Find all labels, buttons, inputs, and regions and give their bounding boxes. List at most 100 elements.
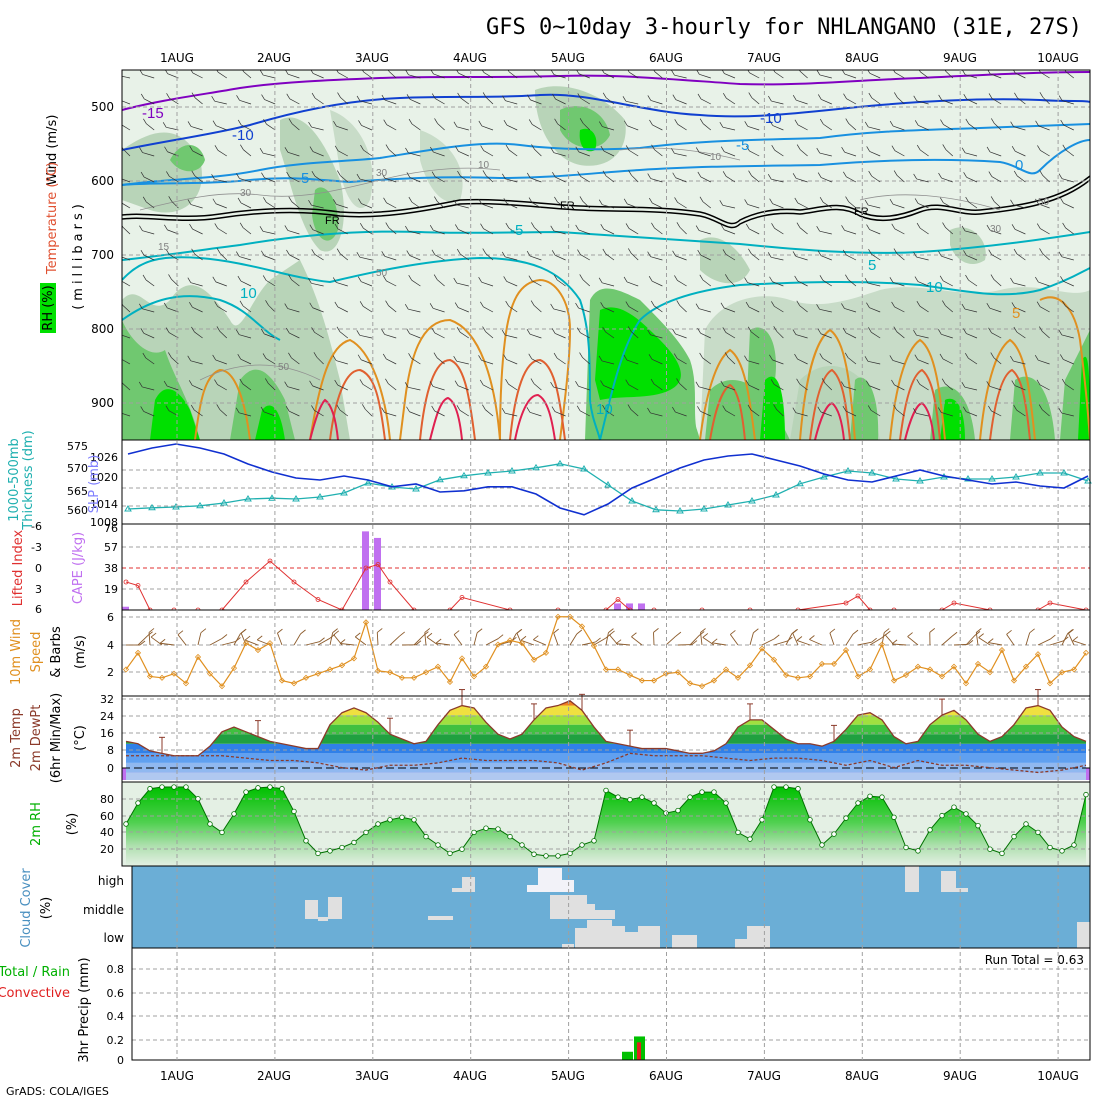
wind-barb-tick [844, 352, 849, 358]
wind-barb [868, 204, 881, 209]
wind-barb-tick [794, 197, 799, 204]
wind-barb-tick [672, 328, 676, 335]
wind-barb-tick [453, 121, 458, 128]
wind-barb [122, 227, 131, 235]
wind-barb-tick [745, 223, 750, 230]
wind-barb [122, 334, 131, 339]
svg-text:(6hr Min/Max): (6hr Min/Max) [49, 693, 64, 783]
wind-barb-tick [332, 355, 337, 361]
wind10-barb [520, 639, 535, 646]
wind-barb [287, 386, 300, 391]
wind-barb [1016, 331, 1026, 339]
wind-barb [408, 386, 421, 391]
wind-barb [654, 227, 663, 235]
wind-barb-tick [433, 274, 438, 280]
wind-barb [677, 280, 687, 287]
wind-barb [481, 203, 494, 209]
wind-barb [217, 228, 227, 235]
cape-bar [362, 531, 369, 610]
wind-barb [820, 411, 832, 417]
wind-barb-tick [212, 276, 217, 283]
wind-barb [723, 229, 736, 235]
wind10-barb [988, 642, 1003, 646]
wind-barb [386, 124, 397, 131]
wind-barb [795, 334, 808, 339]
wind-barb [675, 177, 687, 183]
wind-barb-tick [453, 199, 458, 206]
wind-barb-tick [988, 171, 993, 177]
wind-barb-tick [817, 406, 822, 413]
wind-barb [945, 149, 954, 157]
pressure-tick: 500 [91, 100, 114, 114]
wind10-barb [978, 637, 991, 646]
wind10-point [914, 663, 922, 670]
thickness-point [124, 505, 132, 512]
temp-minmax-ticks [159, 689, 1041, 754]
wind-barb-tick [457, 92, 461, 99]
wind10-barb-tick [277, 628, 283, 634]
wind-barb [530, 99, 542, 105]
svg-text:RH (%): RH (%) [41, 285, 56, 330]
rh2m-point [411, 817, 417, 823]
wind-barb [582, 279, 591, 287]
svg-text:Temperature (°C): Temperature (°C) [45, 162, 60, 275]
wind-barb [727, 357, 736, 365]
wind-barb [362, 306, 373, 313]
wind-barb [291, 279, 300, 287]
wind-barb-tick [841, 303, 845, 309]
wind-barb [243, 71, 252, 79]
wind-barb-tick [602, 248, 607, 255]
wind-barb-tick [843, 93, 847, 99]
wind-barb-tick [628, 170, 632, 176]
wind-barb [723, 385, 736, 391]
wind10-barb [689, 635, 700, 646]
wind-barb [532, 124, 542, 131]
wind-barb-tick [913, 95, 918, 102]
wind-barb-tick [796, 300, 801, 306]
wind10-barb [426, 636, 439, 646]
wind-barb [871, 97, 881, 105]
wind-barb-tick [599, 121, 603, 127]
day-label: 9AUG [943, 51, 977, 65]
wind-barb [289, 98, 300, 105]
li-tick: -6 [31, 520, 42, 533]
thickness-point [1012, 473, 1020, 480]
lifted-index-point [135, 583, 141, 588]
wind-barb-tick [406, 406, 410, 412]
wind-barb-tick [889, 355, 894, 361]
wind-barb [531, 280, 542, 287]
wind-barb-tick [212, 354, 216, 361]
thickness-point [460, 471, 468, 479]
wind-barb-tick [187, 199, 192, 205]
wind-barb-tick [1039, 248, 1043, 254]
wind-barb-tick [889, 199, 894, 205]
wind-barb-tick [990, 274, 995, 280]
wind-barb-tick [259, 148, 264, 154]
temp-band [126, 743, 1086, 754]
wind-barb-tick [334, 379, 338, 386]
wind-barb [506, 124, 518, 131]
precip-ylabel-a: Total / Rain [0, 965, 70, 980]
rh2m-tick: 20 [100, 843, 114, 856]
wind-barb-tick [1062, 144, 1067, 151]
wind-barb [143, 332, 155, 339]
rh2m-point [987, 846, 993, 852]
wind-barb-tick [773, 404, 777, 410]
wind-barb-tick [961, 225, 966, 232]
wind-barb [894, 306, 905, 313]
lifted-index-point [291, 579, 297, 585]
thickness-point [916, 477, 924, 484]
wind10-point [1022, 663, 1030, 670]
wind-barb [553, 152, 566, 157]
wind-barb [699, 230, 711, 235]
wind-barb [434, 410, 445, 417]
wind-barb [894, 72, 905, 79]
temp2m-ylabel-d: (°C) [73, 725, 88, 751]
wind-barb [529, 412, 542, 417]
wind-barb [339, 409, 349, 417]
wind-barb-tick [841, 147, 845, 153]
wind-barb [918, 124, 929, 131]
wind-barb [312, 151, 324, 157]
wind10-point [494, 641, 502, 648]
wind-barb-tick [1039, 170, 1044, 176]
